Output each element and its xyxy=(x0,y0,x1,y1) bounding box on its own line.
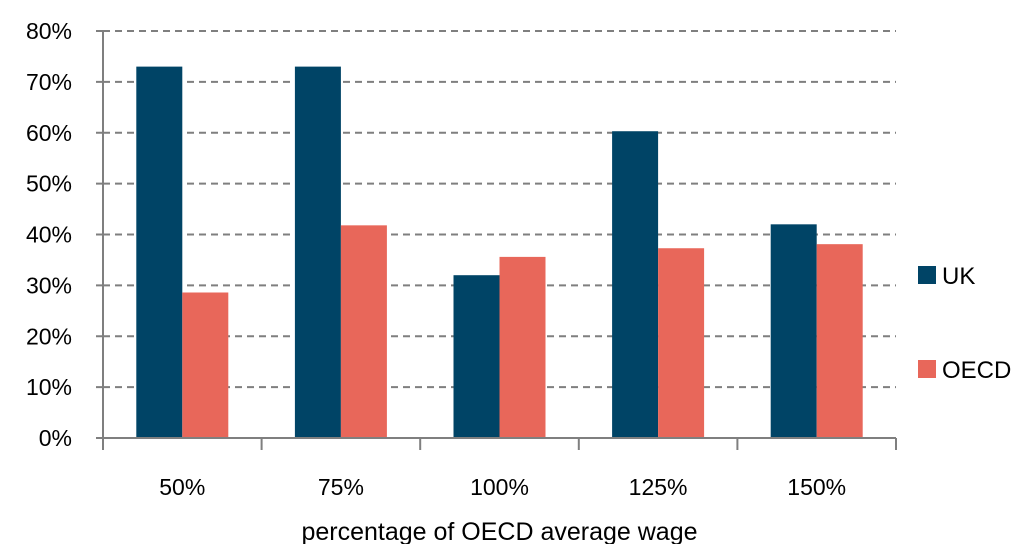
x-axis-title: percentage of OECD average wage xyxy=(301,518,697,544)
y-tick-label: 20% xyxy=(26,323,72,349)
y-tick-label: 80% xyxy=(26,18,72,44)
x-tick-label: 100% xyxy=(470,474,529,500)
legend-swatch-uk xyxy=(918,266,936,284)
legend-label-oecd: OECD xyxy=(942,357,1011,384)
axes xyxy=(96,30,897,450)
bars xyxy=(136,66,863,439)
bar-oecd-4 xyxy=(658,248,705,438)
x-tick-label: 125% xyxy=(629,474,688,500)
bar-oecd-5 xyxy=(816,244,863,438)
legend: UK OECD xyxy=(918,263,1011,384)
bar-uk-3 xyxy=(453,275,500,438)
y-tick-label: 40% xyxy=(26,222,72,248)
bar-uk-4 xyxy=(612,131,659,438)
y-tick-label: 0% xyxy=(39,425,72,451)
x-tick-label: 75% xyxy=(318,474,364,500)
bar-uk-1 xyxy=(136,66,183,439)
legend-swatch-oecd xyxy=(918,360,936,378)
y-tick-label: 50% xyxy=(26,171,72,197)
x-tick-label: 50% xyxy=(159,474,205,500)
bar-oecd-2 xyxy=(340,225,387,438)
legend-label-uk: UK xyxy=(942,263,975,290)
y-tick-label: 10% xyxy=(26,374,72,400)
y-tick-label: 70% xyxy=(26,69,72,95)
x-tick-label: 150% xyxy=(787,474,846,500)
bar-oecd-1 xyxy=(182,292,229,438)
bar-uk-2 xyxy=(294,66,341,439)
bar-uk-5 xyxy=(770,224,817,438)
y-tick-labels: 0% 10% 20% 30% 40% 50% 60% 70% 80% xyxy=(26,18,72,451)
x-tick-labels: 50% 75% 100% 125% 150% xyxy=(159,474,846,500)
y-tick-label: 30% xyxy=(26,272,72,298)
bar-oecd-3 xyxy=(499,256,546,438)
y-tick-label: 60% xyxy=(26,120,72,146)
